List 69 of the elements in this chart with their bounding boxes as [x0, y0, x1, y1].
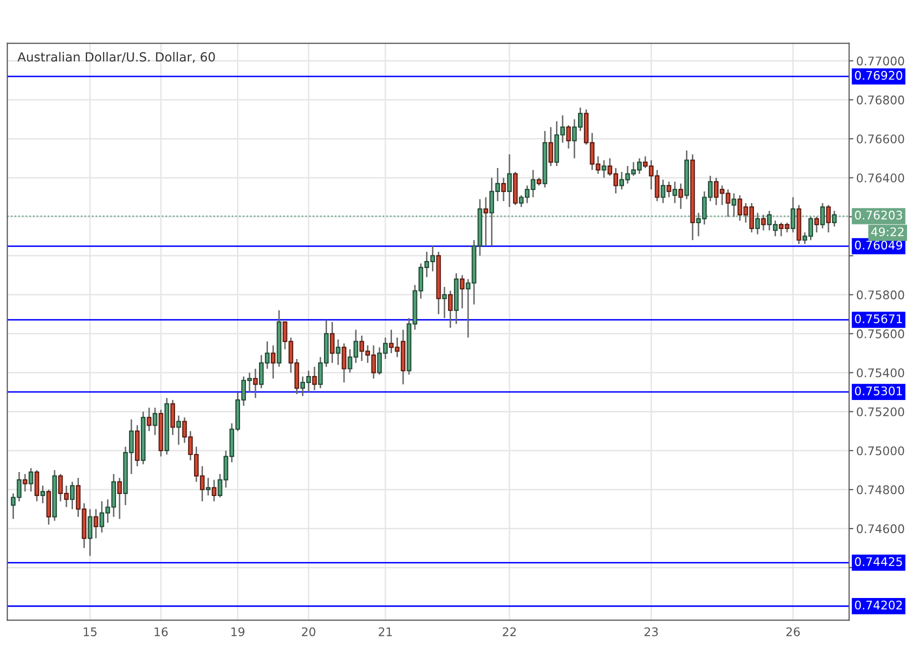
candlestick [761, 214, 766, 232]
x-tick-label: 22 [502, 627, 516, 636]
candlestick [820, 202, 825, 230]
x-tick-label: 26 [786, 627, 800, 636]
ref-line-label: 0.76920 [854, 70, 902, 80]
candlestick [88, 508, 92, 557]
candlestick [176, 414, 181, 446]
candlestick [40, 484, 46, 504]
candlestick [460, 274, 465, 310]
candlestick [212, 479, 216, 502]
y-tick-label: 0.75800 [856, 290, 904, 300]
y-tick-label: 0.74600 [856, 524, 904, 534]
candlestick [146, 407, 152, 432]
ref-line-label: 0.76203 [854, 210, 902, 220]
candlestick [22, 473, 28, 492]
candlestick [70, 481, 75, 510]
y-tick-label: 0.75400 [856, 368, 904, 378]
candlestick [117, 477, 122, 520]
candlestick [330, 321, 335, 364]
y-tick-label: 0.76800 [856, 96, 904, 104]
candlestick [826, 204, 831, 234]
x-tick-label: 23 [644, 627, 658, 636]
candlestick [507, 154, 512, 208]
candlestick [336, 338, 340, 366]
candlestick [678, 182, 684, 210]
ref-line-label: 0.74202 [854, 600, 902, 610]
candlestick [483, 196, 488, 247]
ref-line-label: 0.75671 [854, 314, 902, 324]
candlestick [660, 179, 666, 204]
candlestick [732, 192, 736, 218]
x-tick-label: 21 [378, 627, 392, 636]
candlestick [34, 469, 40, 502]
candlestick [832, 210, 837, 228]
candlestick [501, 177, 506, 202]
candlestick [253, 368, 258, 399]
y-tick-label: 0.74800 [856, 485, 904, 494]
text: Australian Dollar/U.S. Dollar, 60 [18, 52, 215, 63]
candlestick [442, 286, 447, 319]
y-tick-label: 0.76600 [856, 134, 904, 144]
y-tick-label: 0.75000 [856, 446, 904, 456]
x-tick-label: 15 [84, 627, 97, 636]
ref-line-label: 0.75301 [854, 386, 902, 396]
candlestick [448, 290, 453, 329]
candlestick [814, 216, 819, 234]
x-tick-label: 16 [154, 627, 168, 636]
ref-line-label: 0.76049 [854, 240, 902, 250]
candlestick [206, 477, 210, 496]
candlestick [666, 180, 672, 198]
candlestick [170, 399, 176, 436]
y-tick-label: 0.76400 [856, 173, 904, 182]
candlestick [672, 180, 678, 204]
ref-line-label: 0.74425 [854, 557, 902, 566]
candlestick [28, 467, 34, 492]
candlestick [342, 342, 346, 384]
candlestick [602, 160, 606, 178]
candlestick [94, 508, 98, 539]
x-tick-label: 19 [231, 627, 244, 636]
candlestick [755, 212, 760, 235]
candlestick [790, 196, 796, 234]
x-tick-label: 20 [302, 627, 316, 636]
text: 49:22 [871, 227, 904, 236]
y-tick-label: 0.75600 [856, 329, 904, 338]
candlestick [270, 344, 276, 380]
y-tick-label: 0.75200 [856, 407, 904, 416]
candlestick [152, 407, 158, 436]
candlestick [548, 126, 554, 167]
candlestick [566, 124, 571, 150]
candlestick [312, 366, 317, 391]
y-tick-label: 0.77000 [856, 56, 904, 66]
